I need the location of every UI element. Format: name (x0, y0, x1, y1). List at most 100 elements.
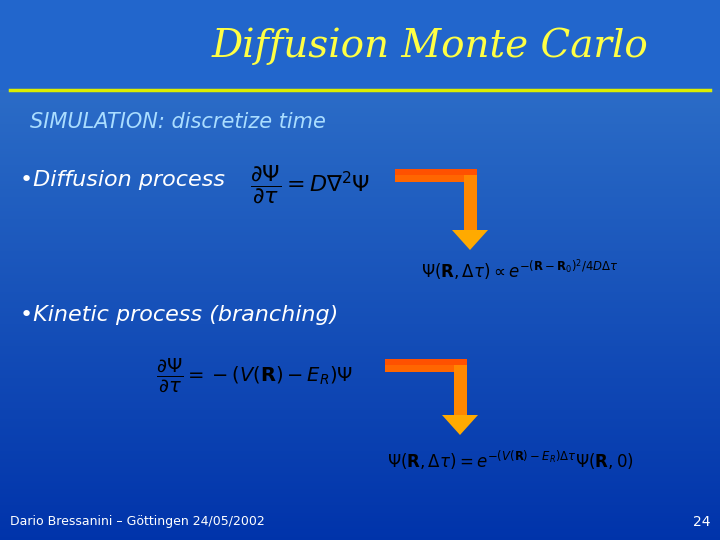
Bar (0, 254, 720, 256)
Bar (0, 0, 720, 90)
Bar (0, 537, 720, 540)
Bar (0, 316, 720, 319)
Text: $\dfrac{\partial\Psi}{\partial\tau} = -(V(\mathbf{R})-E_R)\Psi$: $\dfrac{\partial\Psi}{\partial\tau} = -(… (156, 356, 354, 394)
Bar (0, 219, 720, 221)
Bar (0, 467, 720, 470)
Bar (0, 424, 720, 427)
Bar (0, 243, 720, 246)
Bar (0, 167, 720, 170)
Polygon shape (452, 230, 488, 250)
Bar (0, 132, 720, 135)
Text: SIMULATION: discretize time: SIMULATION: discretize time (30, 112, 326, 132)
Bar (0, 19, 720, 22)
Bar (0, 73, 720, 76)
Bar (0, 11, 720, 14)
Bar (0, 351, 720, 354)
Bar (0, 302, 720, 305)
Bar (0, 86, 720, 89)
Bar (0, 38, 720, 40)
Bar (0, 94, 720, 97)
Bar (0, 238, 720, 240)
Bar (0, 122, 720, 124)
Bar (0, 119, 720, 122)
Bar (0, 130, 720, 132)
Bar (0, 508, 720, 510)
Bar (0, 162, 720, 165)
Bar (0, 292, 720, 294)
Bar (0, 340, 720, 343)
Bar (0, 389, 720, 392)
Bar (0, 421, 720, 424)
Bar (0, 329, 720, 332)
Bar (0, 386, 720, 389)
Bar (0, 529, 720, 532)
Bar (0, 319, 720, 321)
Bar (0, 383, 720, 386)
Bar (0, 51, 720, 54)
Bar (0, 14, 720, 16)
Bar (0, 3, 720, 5)
Bar (0, 440, 720, 443)
Text: $\Psi(\mathbf{R},\Delta\tau)\propto e^{-(\mathbf{R}-\mathbf{R}_0)^2/4D\Delta\tau: $\Psi(\mathbf{R},\Delta\tau)\propto e^{-… (421, 257, 619, 283)
Bar (0, 46, 720, 49)
Bar (0, 97, 720, 100)
Bar (0, 497, 720, 500)
Bar (0, 472, 720, 475)
Bar (0, 494, 720, 497)
Bar (0, 284, 720, 286)
Bar (0, 532, 720, 535)
Bar (0, 359, 720, 362)
Bar (0, 392, 720, 394)
Text: 24: 24 (693, 515, 710, 529)
Bar (385, 359, 467, 365)
Bar (0, 262, 720, 265)
Bar (0, 491, 720, 494)
Bar (0, 524, 720, 526)
Bar (0, 35, 720, 38)
Bar (0, 76, 720, 78)
Bar (0, 278, 720, 281)
Bar (0, 286, 720, 289)
Bar (0, 343, 720, 346)
Bar (0, 197, 720, 200)
Bar (0, 478, 720, 481)
Bar (0, 289, 720, 292)
Bar (0, 251, 720, 254)
Bar (0, 437, 720, 440)
Bar (0, 535, 720, 537)
Bar (0, 184, 720, 186)
Bar (0, 294, 720, 297)
Bar (0, 400, 720, 402)
Bar (0, 397, 720, 400)
Bar (0, 224, 720, 227)
Bar (0, 335, 720, 338)
Bar (395, 168, 477, 181)
Bar (0, 300, 720, 302)
Bar (0, 308, 720, 310)
Bar (0, 173, 720, 176)
Bar (0, 227, 720, 229)
Text: •Diffusion process: •Diffusion process (20, 170, 225, 190)
Bar (0, 427, 720, 429)
Bar (0, 27, 720, 30)
Bar (0, 321, 720, 324)
Bar (0, 100, 720, 103)
Bar (0, 211, 720, 213)
Bar (0, 456, 720, 459)
Bar (0, 381, 720, 383)
Bar (0, 416, 720, 418)
Bar (0, 84, 720, 86)
Bar (0, 208, 720, 211)
Bar (0, 8, 720, 11)
Bar (0, 178, 720, 181)
Bar (0, 275, 720, 278)
Bar (0, 205, 720, 208)
Bar (0, 108, 720, 111)
Bar (0, 310, 720, 313)
Bar (0, 170, 720, 173)
Bar (0, 338, 720, 340)
Bar (0, 405, 720, 408)
Bar (0, 189, 720, 192)
Bar (0, 116, 720, 119)
Bar (0, 124, 720, 127)
